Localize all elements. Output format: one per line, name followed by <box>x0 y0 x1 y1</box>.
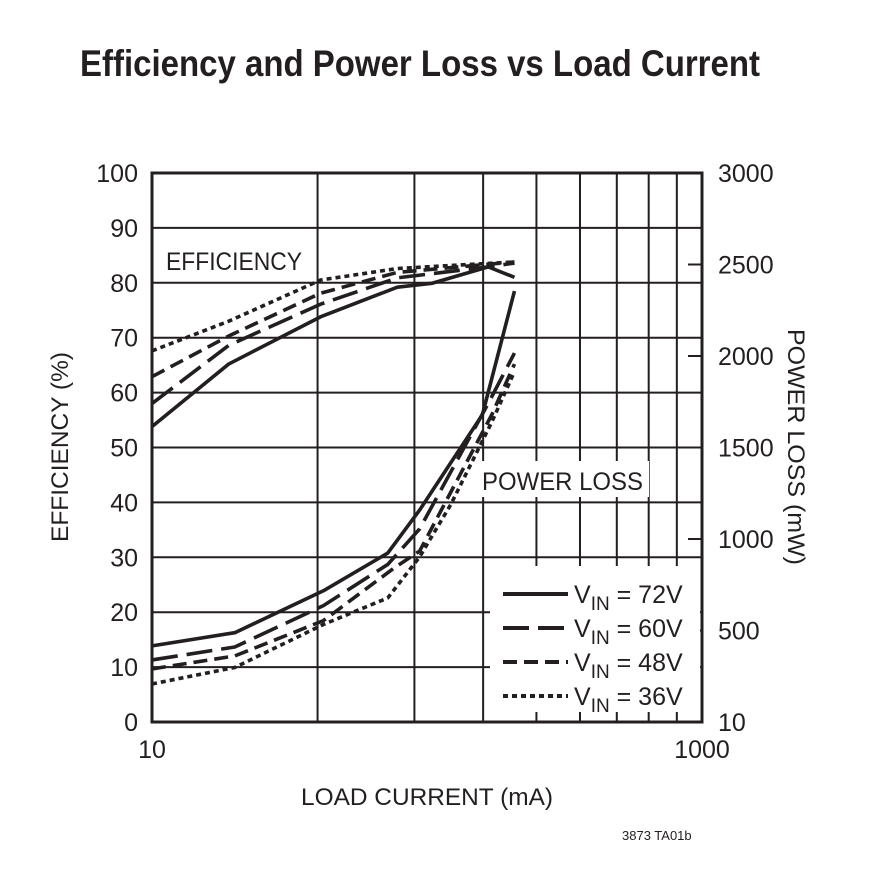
legend-background <box>490 566 700 712</box>
y-right-tick-label: 10 <box>718 709 746 737</box>
power-loss-line-36v <box>151 370 517 686</box>
y-axis-right-label: POWER LOSS (mW) <box>782 329 809 565</box>
power-loss-line-72v <box>151 290 517 648</box>
y-right-tick-label: 500 <box>718 618 760 646</box>
legend-label-48v: VIN = 48V <box>574 649 683 683</box>
plot-frame <box>150 171 704 724</box>
y-left-tick-label: 90 <box>110 215 138 243</box>
x-axis-label: LOAD CURRENT (mA) <box>301 784 553 811</box>
x-tick-label: 1000 <box>674 736 730 764</box>
y-left-tick-label: 40 <box>110 489 138 517</box>
x-tick-label: 10 <box>138 736 166 764</box>
power-loss-line-48v <box>151 363 517 671</box>
y-left-tick-label: 80 <box>110 270 138 298</box>
y-left-tick-label: 10 <box>110 654 138 682</box>
y-left-tick-label: 30 <box>110 544 138 572</box>
tick-labels: 0102030405060708090100105001000150020002… <box>96 160 773 764</box>
y-left-tick-label: 60 <box>110 380 138 408</box>
y-right-tick-label: 2500 <box>718 252 774 280</box>
y-left-tick-label: 0 <box>124 709 138 737</box>
power-loss-label-background <box>477 461 649 497</box>
annotation-efficiency: EFFICIENCY <box>166 248 302 276</box>
efficiency-line-48v <box>151 260 515 379</box>
y-left-tick-label: 50 <box>110 435 138 463</box>
power-loss-line-60v <box>151 352 517 662</box>
chart-title: Efficiency and Power Loss vs Load Curren… <box>80 43 760 84</box>
annotation-power-loss: POWER LOSS <box>482 468 643 496</box>
y-right-tick-label: 1500 <box>718 435 774 463</box>
y-left-tick-label: 70 <box>110 325 138 353</box>
y-right-tick-label: 1000 <box>718 526 774 554</box>
grid <box>152 173 702 722</box>
y-left-tick-label: 20 <box>110 599 138 627</box>
y-right-tick-label: 3000 <box>718 160 774 188</box>
efficiency-line-60v <box>150 261 515 406</box>
curves <box>150 260 517 686</box>
footnote: 3873 TA01b <box>622 828 692 843</box>
legend-label-36v: VIN = 36V <box>574 683 683 717</box>
legend-label-72v: VIN = 72V <box>574 581 683 615</box>
efficiency-line-36v <box>151 260 515 353</box>
y-axis-left-label: EFFICIENCY (%) <box>47 352 74 542</box>
y-right-tick-label: 2000 <box>718 343 774 371</box>
y-left-tick-label: 100 <box>96 160 138 188</box>
legend-label-60v: VIN = 60V <box>574 615 683 649</box>
